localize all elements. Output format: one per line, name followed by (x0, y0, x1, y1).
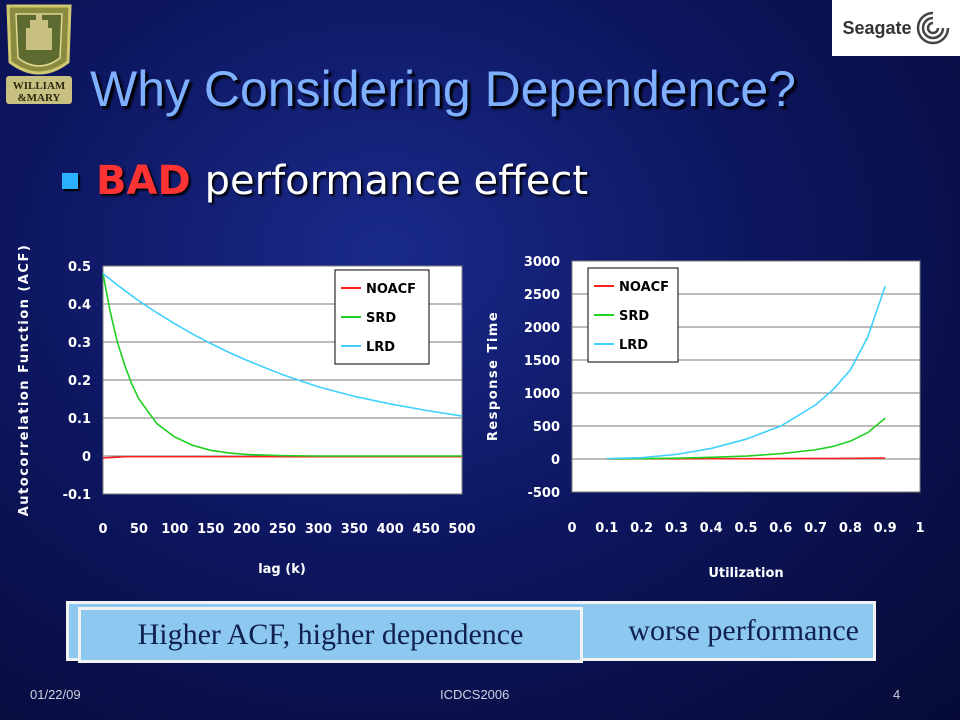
x-tick-label-0: 400 (377, 522, 404, 537)
legend-label-lrd: LRD (619, 338, 648, 353)
series-line-lrd (606, 285, 886, 460)
x-tick-label-0: 250 (269, 522, 296, 537)
x-axis-label-1: Utilization (708, 566, 783, 581)
bullet-rest-text: performance effect (204, 158, 588, 204)
series-line-srd (102, 273, 462, 457)
y-tick-label-0: 0.2 (68, 374, 91, 389)
x-tick-label-1: 0 (567, 521, 576, 536)
x-tick-label-1: 0.1 (595, 521, 618, 536)
y-tick-label-1: 1500 (524, 354, 560, 369)
x-tick-label-0: 0 (98, 522, 107, 537)
seagate-logo-text: Seagate (842, 17, 912, 38)
footer-date: 01/22/09 (30, 687, 81, 702)
logo-text-william: WILLIAM (13, 80, 66, 92)
y-tick-label-0: 0.1 (68, 412, 91, 427)
legend-label-srd: SRD (619, 309, 649, 324)
logo-text-mary: &MARY (18, 92, 61, 104)
legend-label-noacf: NOACF (619, 280, 669, 295)
y-tick-label-1: 2500 (524, 288, 560, 303)
callout-back-text: worse performance (628, 614, 859, 647)
x-tick-label-1: 0.2 (630, 521, 653, 536)
y-tick-label-1: 500 (533, 420, 560, 435)
x-tick-label-0: 200 (233, 522, 260, 537)
callout-box-front: Higher ACF, higher dependence (78, 607, 583, 663)
y-tick-label-0: -0.1 (63, 488, 91, 503)
x-tick-label-0: 300 (305, 522, 332, 537)
y-tick-label-1: -500 (527, 486, 560, 501)
x-tick-label-0: 500 (448, 522, 475, 537)
legend-label-srd: SRD (366, 311, 396, 326)
y-axis-label-1: Response Time (486, 311, 501, 441)
legend-label-noacf: NOACF (366, 282, 416, 297)
x-tick-label-0: 450 (413, 522, 440, 537)
footer-page-number: 4 (893, 687, 901, 702)
slide-title: Why Considering Dependence? (90, 61, 796, 117)
x-tick-label-1: 0.8 (839, 521, 862, 536)
footer-conference: ICDCS2006 (440, 687, 510, 702)
x-tick-label-0: 350 (341, 522, 368, 537)
y-tick-label-0: 0.3 (68, 336, 91, 351)
callout-front-text: Higher ACF, higher dependence (137, 618, 524, 651)
bullet-bad-text: BAD (96, 158, 191, 204)
x-tick-label-1: 0.9 (874, 521, 897, 536)
seagate-swirl-icon (916, 11, 950, 45)
y-tick-label-1: 3000 (524, 255, 560, 270)
x-tick-label-0: 150 (197, 522, 224, 537)
y-tick-label-0: 0 (82, 450, 91, 465)
x-tick-label-0: 50 (130, 522, 148, 537)
x-tick-label-1: 0.5 (734, 521, 757, 536)
william-mary-logo: WILLIAM &MARY (6, 4, 72, 104)
bullet-square-icon (62, 173, 78, 189)
y-tick-label-1: 2000 (524, 321, 560, 336)
y-tick-label-1: 0 (551, 453, 560, 468)
x-axis-label-0: lag (k) (258, 562, 306, 577)
x-tick-label-1: 0.7 (804, 521, 827, 536)
series-line-srd (606, 417, 886, 460)
x-tick-label-0: 100 (161, 522, 188, 537)
y-axis-label-0: Autocorrelation Function (ACF) (17, 244, 32, 517)
bullet-item: BAD performance effect (62, 158, 588, 204)
legend-label-lrd: LRD (366, 340, 395, 355)
x-tick-label-1: 0.4 (700, 521, 723, 536)
y-tick-label-1: 1000 (524, 387, 560, 402)
y-tick-label-0: 0.5 (68, 260, 91, 275)
x-tick-label-1: 1 (915, 521, 924, 536)
x-tick-label-1: 0.3 (665, 521, 688, 536)
y-tick-label-0: 0.4 (68, 298, 91, 313)
seagate-logo: Seagate (832, 0, 960, 56)
x-tick-label-1: 0.6 (769, 521, 792, 536)
series-line-lrd (102, 272, 463, 417)
